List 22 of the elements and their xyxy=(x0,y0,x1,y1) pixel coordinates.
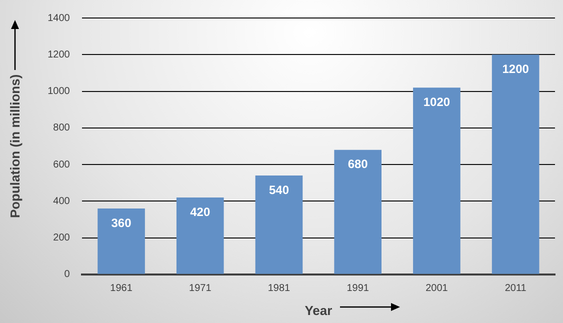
data-label: 540 xyxy=(268,182,290,197)
y-tick-label: 200 xyxy=(53,232,70,244)
y-tick-label: 0 xyxy=(64,269,70,280)
x-tick-label: 1991 xyxy=(346,283,370,294)
x-tick-label: 1961 xyxy=(110,283,133,294)
y-axis-title: Population (in millions) xyxy=(7,74,22,218)
x-tick-label: 1971 xyxy=(189,283,212,294)
data-label: 1200 xyxy=(502,62,530,76)
y-tick-label: 1400 xyxy=(48,12,70,24)
y-tick-label: 1200 xyxy=(48,49,70,60)
x-tick-label: 2001 xyxy=(426,283,448,294)
data-label: 680 xyxy=(348,157,368,172)
data-label: 420 xyxy=(190,204,210,219)
x-axis-title: Year xyxy=(304,302,332,318)
data-label: 360 xyxy=(111,216,132,230)
x-tick-label: 1981 xyxy=(268,283,291,294)
data-label: 1020 xyxy=(423,94,450,109)
y-tick-label: 1000 xyxy=(48,86,70,98)
x-tick-label: 2011 xyxy=(504,283,527,294)
y-tick-label: 600 xyxy=(53,159,70,170)
y-tick-label: 400 xyxy=(53,196,70,207)
y-tick-label: 800 xyxy=(53,122,70,134)
